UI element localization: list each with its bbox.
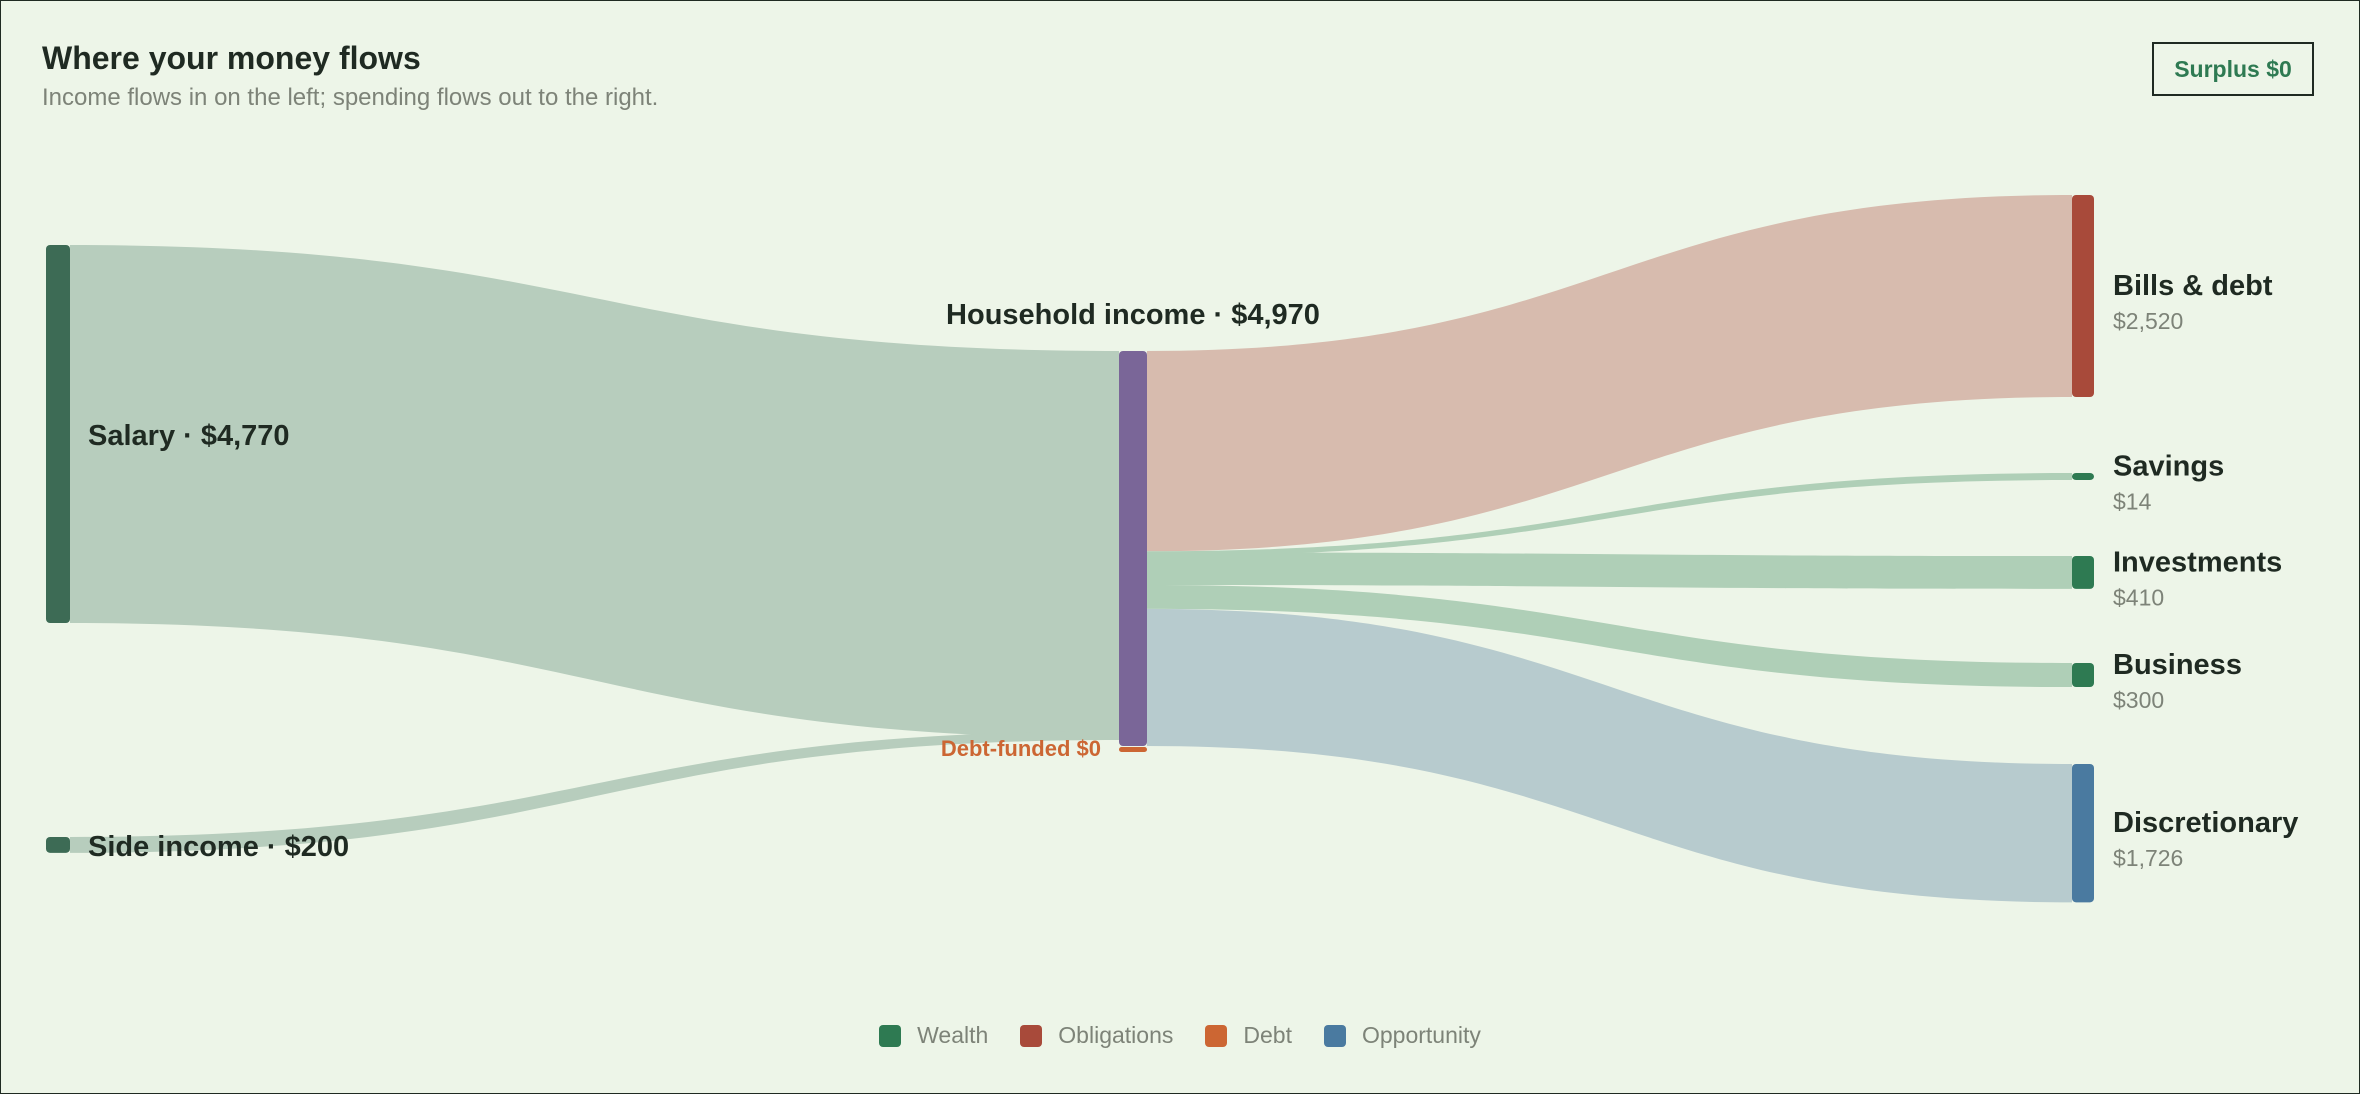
amount-savings: $14	[2113, 489, 2152, 515]
legend-label-wealth: Wealth	[917, 1022, 989, 1048]
node-business	[2072, 663, 2094, 688]
label-household-income: Household income · $4,970	[946, 299, 1320, 331]
legend-item-opportunity: Opportunity	[1323, 1022, 1481, 1049]
flow-side-income	[70, 731, 1119, 853]
flow-investments	[1147, 552, 2072, 589]
node-debt-funded	[1119, 747, 1147, 752]
flow-business	[1147, 584, 2072, 688]
label-debt-funded: Debt-funded $0	[941, 736, 1101, 761]
legend-swatch-obligations	[1020, 1024, 1043, 1047]
label-discretionary: Discretionary	[2113, 807, 2298, 839]
label-side-income: Side income · $200	[88, 831, 349, 863]
label-salary: Salary · $4,770	[88, 420, 290, 452]
label-savings: Savings	[2113, 451, 2224, 483]
node-household-income	[1119, 351, 1147, 746]
amount-discretionary: $1,726	[2113, 845, 2183, 871]
legend: Wealth Obligations Debt Opportunity	[0, 1022, 2360, 1049]
node-salary	[46, 245, 70, 623]
amount-bills-debt: $2,520	[2113, 308, 2183, 334]
legend-label-opportunity: Opportunity	[1361, 1022, 1481, 1048]
node-investments	[2072, 556, 2094, 589]
amount-investments: $410	[2113, 584, 2164, 610]
flow-bills-debt	[1147, 195, 2072, 552]
node-side-income	[46, 837, 70, 853]
legend-swatch-wealth	[879, 1024, 902, 1047]
legend-item-wealth: Wealth	[879, 1022, 988, 1049]
label-bills-debt: Bills & debt	[2113, 270, 2273, 302]
legend-item-debt: Debt	[1205, 1022, 1292, 1049]
label-business: Business	[2113, 649, 2242, 681]
node-bills-debt	[2072, 195, 2094, 397]
flow-discretionary	[1147, 608, 2072, 903]
node-discretionary	[2072, 764, 2094, 903]
chart-title: Where your money flows	[42, 40, 421, 76]
label-investments: Investments	[2113, 546, 2282, 578]
legend-swatch-debt	[1205, 1024, 1228, 1047]
legend-swatch-opportunity	[1323, 1024, 1346, 1047]
legend-label-obligations: Obligations	[1058, 1022, 1174, 1048]
legend-item-obligations: Obligations	[1020, 1022, 1173, 1049]
chart-subtitle: Income flows in on the left; spending fl…	[42, 84, 659, 111]
surplus-badge: Surplus $0	[2152, 42, 2314, 96]
legend-label-debt: Debt	[1243, 1022, 1292, 1048]
flow-savings	[1147, 473, 2072, 557]
amount-business: $300	[2113, 687, 2164, 713]
flow-salary	[70, 245, 1119, 738]
node-savings	[2072, 473, 2094, 480]
